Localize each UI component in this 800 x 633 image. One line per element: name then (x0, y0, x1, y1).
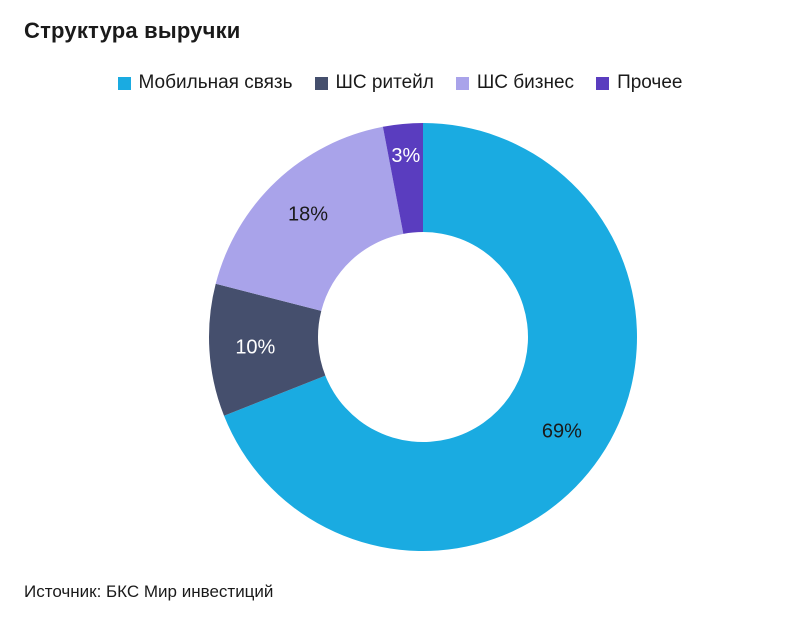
legend-swatch-retail (314, 76, 328, 90)
legend-swatch-other (596, 76, 610, 90)
legend-label-mobile: Мобильная связь (138, 72, 293, 93)
legend-item-retail: ШС ритейл (314, 72, 434, 94)
legend-label-business: ШС бизнес (476, 72, 575, 93)
chart-legend: Мобильная связь ШС ритейл ШС бизнес Проч… (0, 72, 800, 94)
chart-title: Структура выручки (24, 18, 241, 43)
donut-slice-business (215, 126, 404, 311)
legend-swatch-mobile (117, 76, 131, 90)
legend-label-other: Прочее (617, 72, 683, 93)
donut-labels: 69% 10% 18% 3% (235, 145, 582, 443)
legend-item-other: Прочее (596, 72, 682, 94)
donut-slice-retail (209, 283, 326, 416)
slice-label-other: 3% (391, 145, 420, 167)
slice-label-business: 18% (288, 204, 328, 226)
legend-item-mobile: Мобильная связь (117, 72, 293, 94)
slice-label-mobile: 69% (542, 420, 582, 442)
donut-slice-other (382, 123, 423, 234)
legend-item-business: ШС бизнес (455, 72, 575, 94)
slice-label-retail: 10% (235, 337, 275, 359)
donut-slice-mobile (224, 123, 637, 551)
legend-label-retail: ШС ритейл (335, 72, 434, 93)
legend-swatch-business (455, 76, 469, 90)
source-note: Источник: БКС Мир инвестиций (24, 582, 274, 601)
donut-slices (209, 123, 637, 551)
